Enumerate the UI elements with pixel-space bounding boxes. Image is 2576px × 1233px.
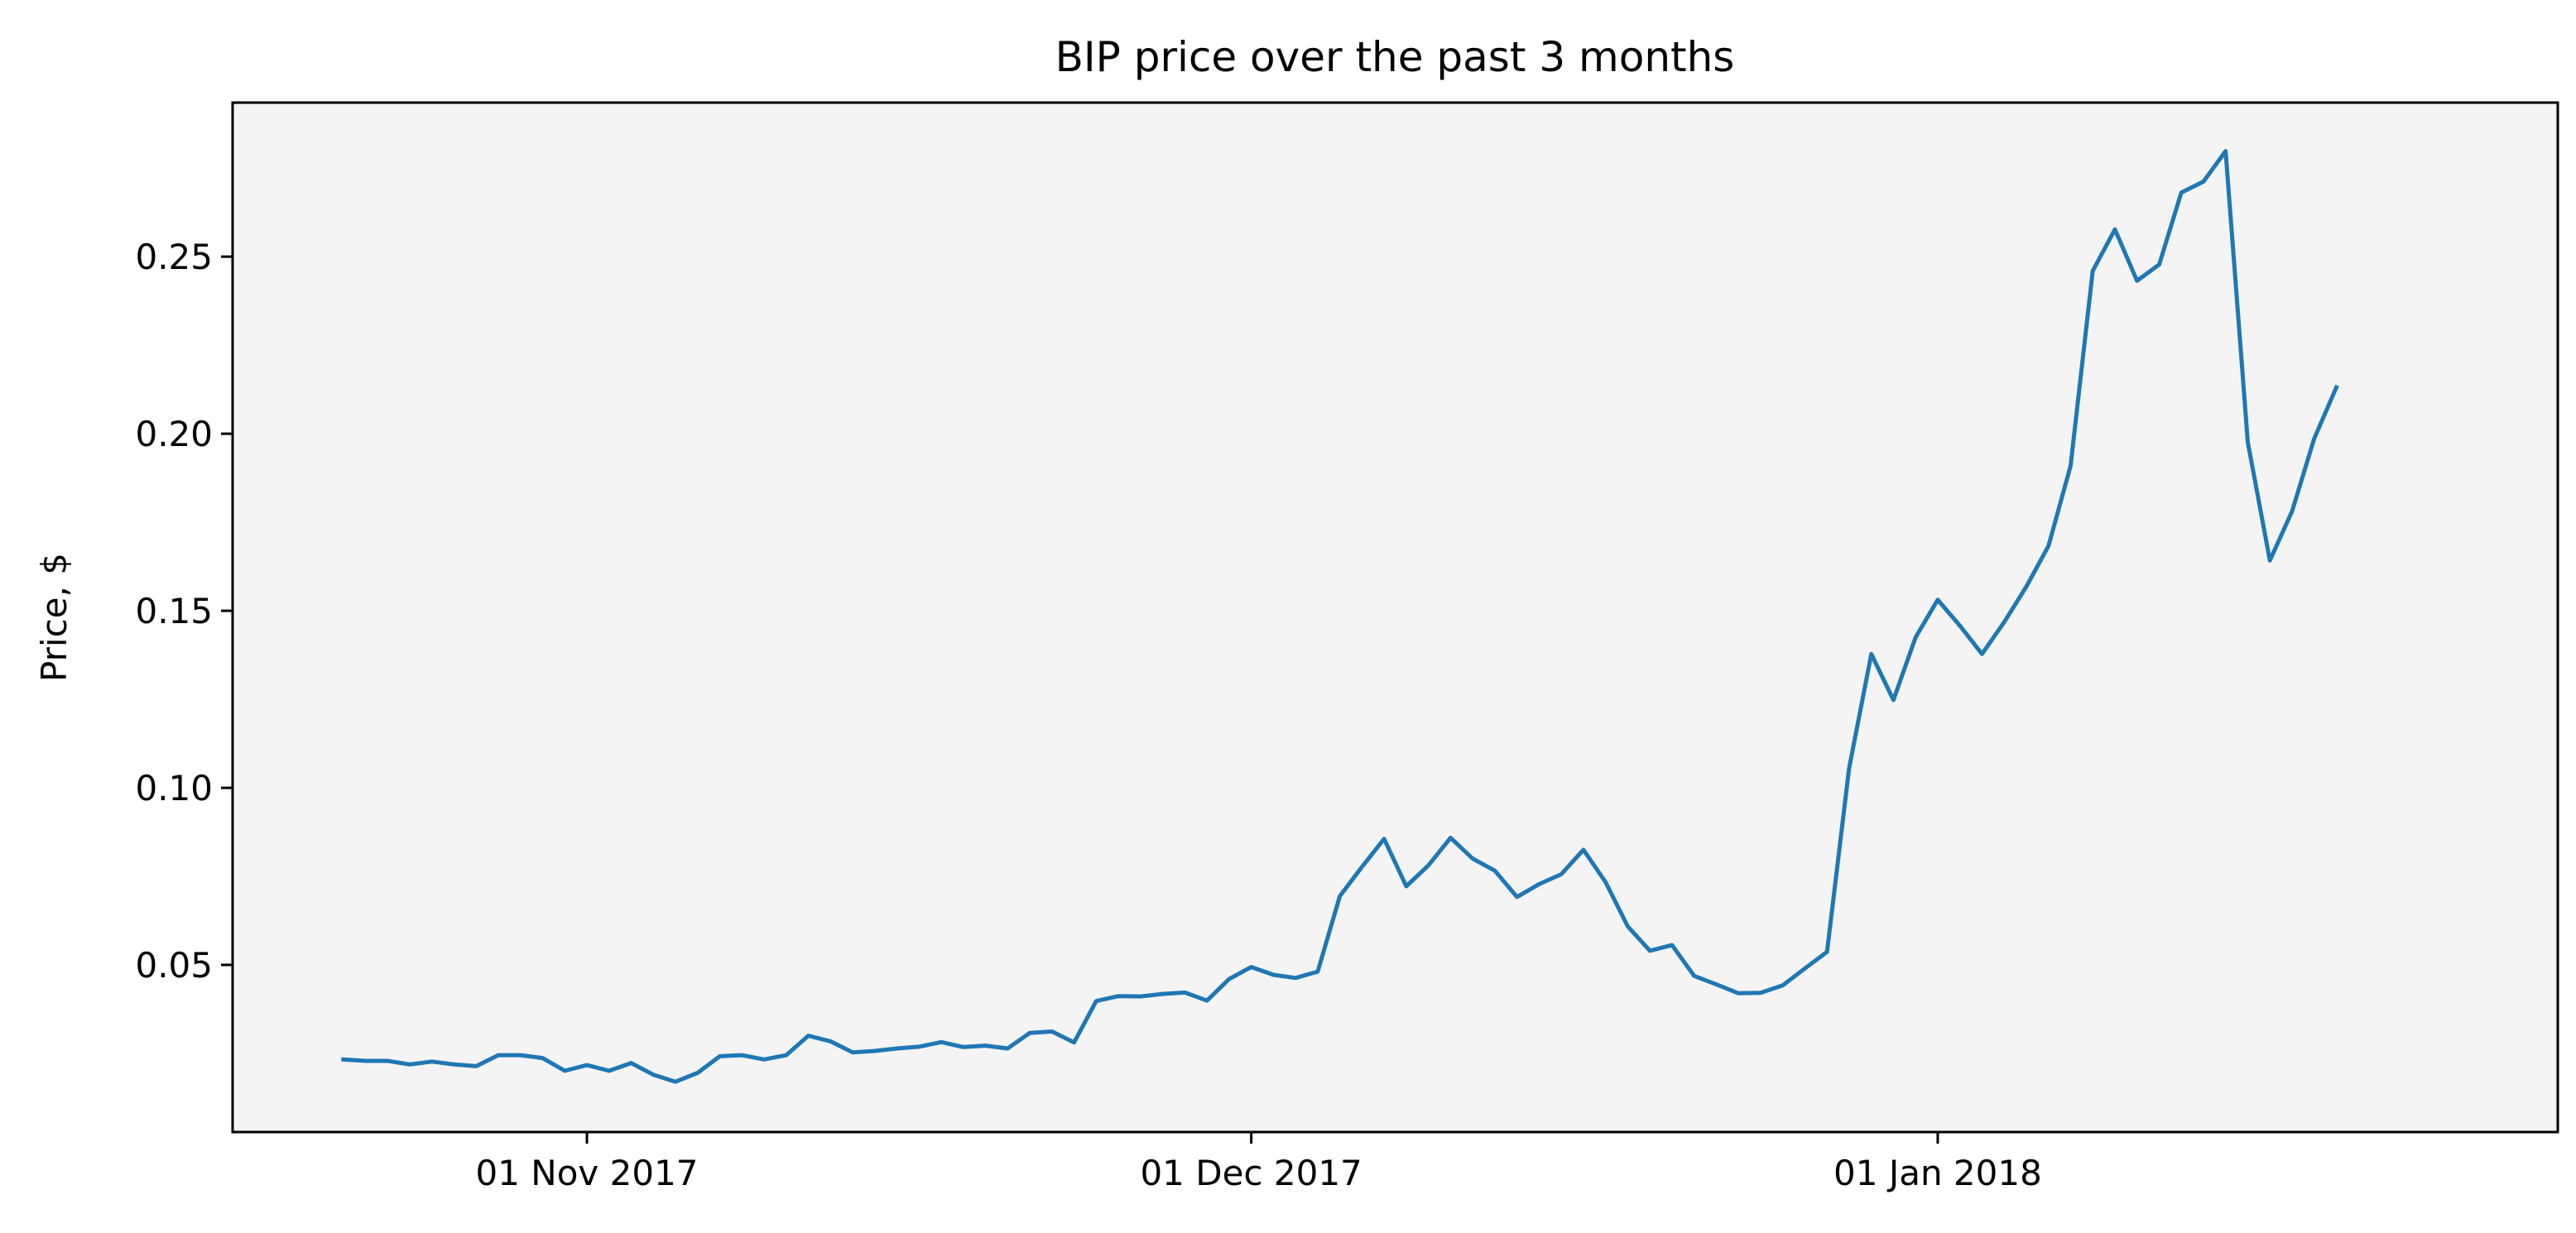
x-tick-label: 01 Dec 2017	[1140, 1153, 1362, 1193]
plot-frame	[231, 101, 2559, 1134]
plot-area	[233, 103, 2558, 1132]
y-axis-label: Price, $	[34, 553, 74, 682]
price-series-line	[341, 149, 2339, 1084]
y-tick-label: 0.05	[135, 945, 213, 986]
series-layer	[341, 149, 2339, 1084]
x-tick-label: 01 Nov 2017	[476, 1153, 699, 1193]
y-tick-label: 0.15	[135, 591, 213, 631]
x-tick-label: 01 Jan 2018	[1833, 1153, 2042, 1193]
chart-title: BIP price over the past 3 months	[1055, 33, 1735, 81]
y-tick-label: 0.10	[135, 768, 213, 808]
y-tick-label: 0.25	[135, 237, 213, 277]
y-tick-label: 0.20	[135, 414, 213, 454]
x-axis-ticks: 01 Nov 2017 01 Dec 2017 01 Jan 2018	[476, 1132, 2042, 1193]
y-axis-ticks: 0.05 0.10 0.15 0.20 0.25	[135, 237, 233, 986]
